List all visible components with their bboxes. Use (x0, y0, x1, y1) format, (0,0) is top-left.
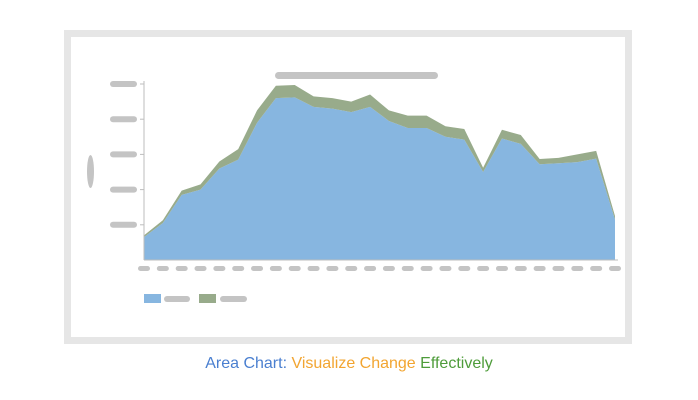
y-tick-label-placeholder (110, 186, 137, 193)
area-series-1 (144, 97, 615, 260)
x-tick-label-placeholder (552, 266, 565, 271)
x-tick-label-placeholder (495, 266, 508, 271)
x-tick-label-placeholder (458, 266, 471, 271)
legend-swatch-series-1 (144, 294, 161, 303)
x-tick-label-placeholder (345, 266, 358, 271)
x-tick-label-placeholder (533, 266, 546, 271)
x-tick-label-placeholder (288, 266, 301, 271)
chart-frame (64, 30, 632, 344)
x-tick-label-placeholder (477, 266, 490, 271)
area-chart (87, 72, 621, 303)
x-tick-label-placeholder (326, 266, 339, 271)
x-tick-label-placeholder (175, 266, 188, 271)
x-tick-label-placeholder (156, 266, 169, 271)
y-tick-label-placeholder (110, 221, 137, 228)
x-tick-label-placeholder (251, 266, 264, 271)
y-tick-label-placeholder (110, 116, 137, 123)
y-tick-label-placeholder (110, 81, 137, 87)
x-tick-label-placeholder (364, 266, 377, 271)
x-tick-label-placeholder (401, 266, 414, 271)
x-tick-label-placeholder (439, 266, 452, 271)
x-tick-label-placeholder (514, 266, 527, 271)
caption-part-3: Effectively (420, 355, 493, 372)
chart-panel (71, 37, 625, 337)
x-tick-label-placeholder (213, 266, 226, 271)
legend-label-placeholder-series-2 (220, 296, 247, 302)
x-tick-label-placeholder (590, 266, 603, 271)
caption: Area Chart: Visualize Change Effectively (0, 354, 698, 374)
legend-label-placeholder-series-1 (164, 296, 190, 302)
x-tick-label-placeholder (571, 266, 584, 271)
x-tick-label-placeholder (420, 266, 433, 271)
y-axis-title-placeholder (87, 155, 94, 188)
x-tick-label-placeholder (138, 266, 150, 271)
x-tick-label-placeholder (382, 266, 395, 271)
x-tick-label-placeholder (232, 266, 245, 271)
title-placeholder (275, 72, 438, 79)
caption-part-2: Visualize Change (291, 355, 421, 372)
x-tick-label-placeholder (609, 266, 621, 271)
x-tick-label-placeholder (307, 266, 320, 271)
legend-swatch-series-2 (199, 294, 216, 303)
x-tick-label-placeholder (194, 266, 207, 271)
x-tick-label-placeholder (269, 266, 282, 271)
y-tick-label-placeholder (110, 151, 137, 158)
caption-part-1: Area Chart: (205, 355, 292, 372)
